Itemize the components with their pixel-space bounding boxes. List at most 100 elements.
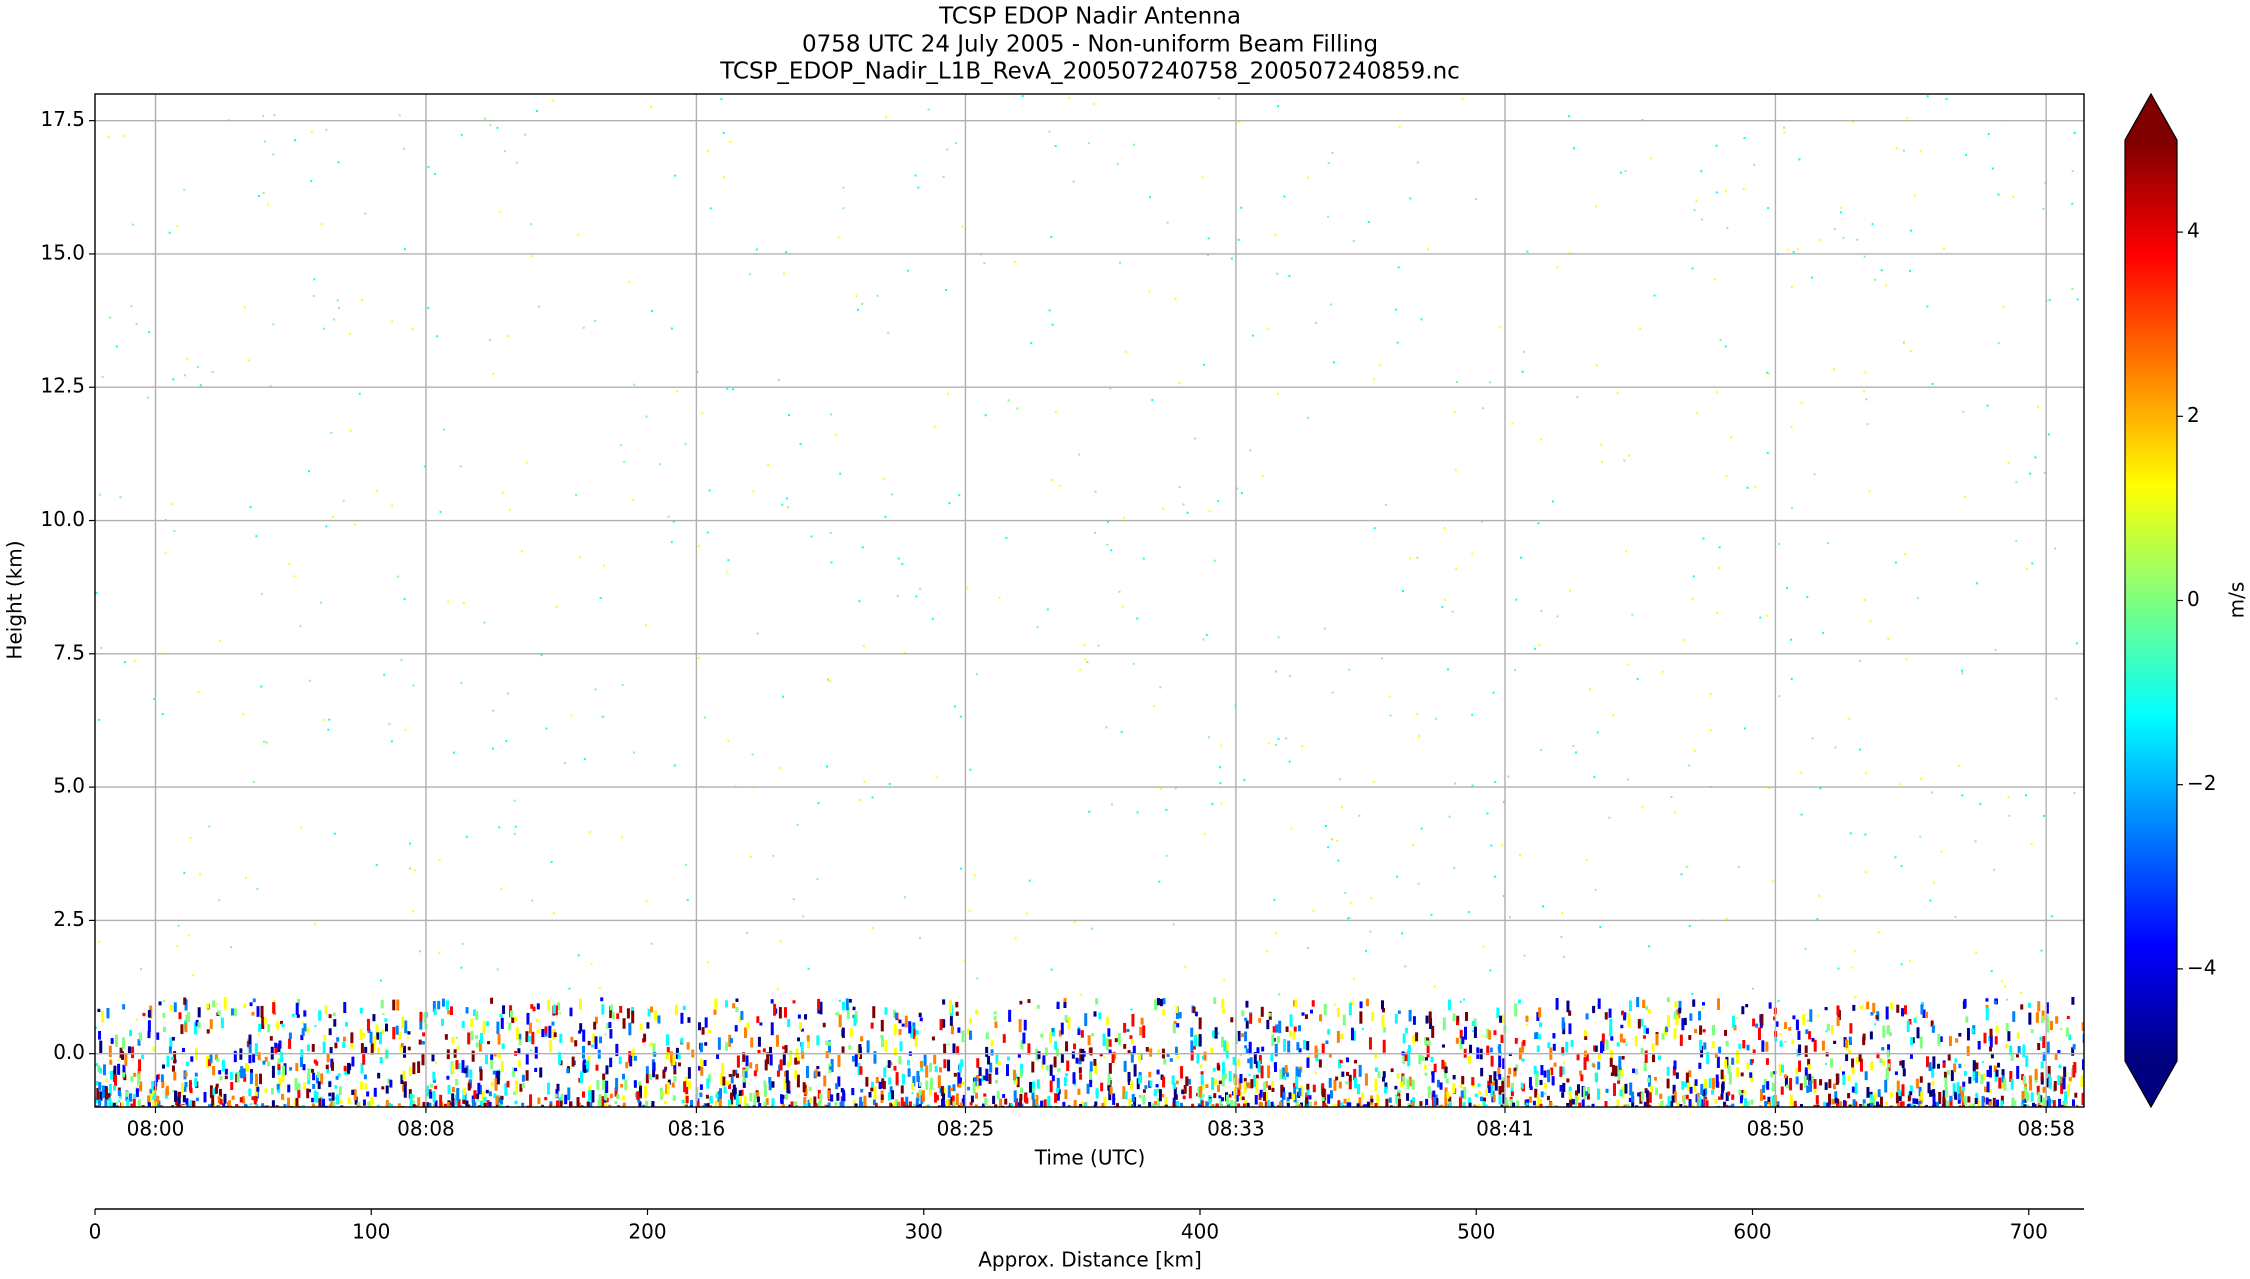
echo-speck <box>1331 151 1334 154</box>
echo-speck <box>1520 1082 1524 1089</box>
echo-speck <box>1054 145 1057 148</box>
echo-speck <box>1132 1045 1136 1054</box>
echo-speck <box>439 510 442 513</box>
echo-speck <box>654 1010 658 1021</box>
echo-speck <box>322 718 325 721</box>
echo-speck <box>164 552 167 555</box>
echo-speck <box>1566 1000 1570 1013</box>
echo-speck <box>1142 1089 1146 1093</box>
echo-speck <box>272 153 275 156</box>
echo-speck <box>119 1047 123 1058</box>
echo-speck <box>422 1032 426 1037</box>
echo-speck <box>1194 437 1197 440</box>
echo-speck <box>1220 802 1223 805</box>
echo-speck <box>2025 568 2028 571</box>
echo-speck <box>218 1088 222 1098</box>
echo-speck <box>765 1098 769 1105</box>
echo-speck <box>2050 915 2053 918</box>
echo-speck <box>1250 1079 1254 1089</box>
echo-speck <box>680 1037 684 1044</box>
echo-speck <box>1972 1060 1976 1072</box>
echo-speck <box>1303 1039 1307 1050</box>
echo-speck <box>802 1082 806 1093</box>
echo-speck <box>1899 1060 1903 1066</box>
echo-speck <box>1946 1069 1950 1076</box>
echo-speck <box>1285 737 1288 740</box>
echo-speck <box>1028 879 1031 882</box>
echo-speck <box>958 1083 962 1088</box>
echo-speck <box>1051 1075 1055 1082</box>
echo-speck <box>409 842 412 845</box>
echo-speck <box>547 1082 551 1095</box>
echo-speck <box>674 174 677 177</box>
echo-speck <box>2008 814 2011 817</box>
echo-speck <box>1842 1071 1846 1076</box>
echo-speck <box>400 1074 404 1084</box>
echo-speck <box>1798 158 1801 161</box>
echo-speck <box>1858 1052 1862 1062</box>
echo-speck <box>1851 1067 1855 1075</box>
echo-speck <box>1628 454 1631 457</box>
echo-speck <box>633 1055 637 1061</box>
echo-speck <box>729 140 732 143</box>
echo-speck <box>1727 1065 1731 1075</box>
echo-speck <box>1021 95 1024 98</box>
echo-speck <box>720 98 723 101</box>
echo-speck <box>593 1021 597 1030</box>
echo-speck <box>1595 1072 1599 1083</box>
echo-speck <box>1871 223 1874 226</box>
echo-speck <box>460 966 463 969</box>
echo-speck <box>957 1027 961 1033</box>
echo-speck <box>356 1106 360 1107</box>
echo-speck <box>156 1074 160 1080</box>
echo-speck <box>1583 1029 1587 1040</box>
echo-speck <box>517 1105 521 1107</box>
echo-speck <box>1834 1091 1838 1104</box>
echo-speck <box>975 1009 979 1015</box>
echo-speck <box>1065 1041 1069 1052</box>
echo-speck <box>130 1103 134 1107</box>
echo-speck <box>804 1014 808 1020</box>
echo-speck <box>776 988 779 991</box>
echo-speck <box>389 1079 393 1088</box>
echo-speck <box>195 1019 199 1027</box>
echo-speck <box>478 1039 482 1052</box>
echo-speck <box>1879 1096 1883 1107</box>
echo-speck <box>487 1041 491 1045</box>
echo-speck <box>254 1084 258 1097</box>
echo-speck <box>858 600 861 603</box>
echo-speck <box>1202 638 1205 641</box>
echo-speck <box>1323 1102 1327 1107</box>
echo-speck <box>905 1096 909 1105</box>
echo-speck <box>925 1065 929 1078</box>
echo-speck <box>188 1080 192 1091</box>
echo-speck <box>1452 1082 1456 1094</box>
echo-speck <box>291 1013 295 1017</box>
echo-speck <box>2065 1027 2069 1037</box>
echo-speck <box>273 114 276 117</box>
echo-speck <box>1800 771 1803 774</box>
echo-speck <box>1954 1091 1958 1100</box>
echo-speck <box>1745 1003 1749 1008</box>
echo-speck <box>266 203 269 206</box>
echo-speck <box>311 1043 315 1052</box>
echo-speck <box>1199 1086 1203 1098</box>
echo-speck <box>1236 487 1239 490</box>
echo-speck <box>1873 1092 1877 1099</box>
echo-speck <box>1093 1104 1097 1107</box>
echo-speck <box>784 1093 788 1100</box>
echo-speck <box>1677 1008 1681 1019</box>
echo-speck <box>616 1093 620 1100</box>
echo-speck <box>716 1054 720 1059</box>
echo-speck <box>1903 1106 1907 1107</box>
echo-speck <box>444 1034 448 1040</box>
echo-speck <box>1650 1085 1654 1093</box>
echo-speck <box>1415 1032 1419 1042</box>
echo-speck <box>1103 1056 1106 1059</box>
echo-speck <box>1078 1067 1082 1074</box>
echo-speck <box>506 1080 510 1088</box>
echo-speck <box>1617 1080 1621 1084</box>
echo-speck <box>1136 617 1139 620</box>
echo-speck <box>2022 1044 2026 1058</box>
echo-speck <box>1700 1045 1704 1058</box>
